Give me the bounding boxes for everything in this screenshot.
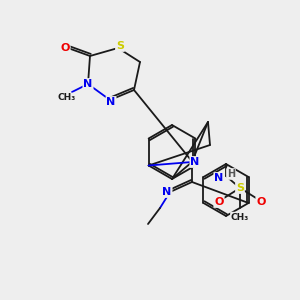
- Text: O: O: [60, 43, 70, 53]
- Text: CH₃: CH₃: [231, 212, 249, 221]
- Text: O: O: [256, 197, 266, 207]
- Text: CH₃: CH₃: [58, 94, 76, 103]
- Text: H: H: [227, 169, 235, 179]
- Text: S: S: [116, 41, 124, 51]
- Text: N: N: [106, 97, 116, 107]
- Text: N: N: [214, 173, 224, 183]
- Text: N: N: [190, 157, 200, 167]
- Text: O: O: [214, 197, 224, 207]
- Text: S: S: [236, 183, 244, 193]
- Text: N: N: [83, 79, 93, 89]
- Text: N: N: [162, 187, 172, 197]
